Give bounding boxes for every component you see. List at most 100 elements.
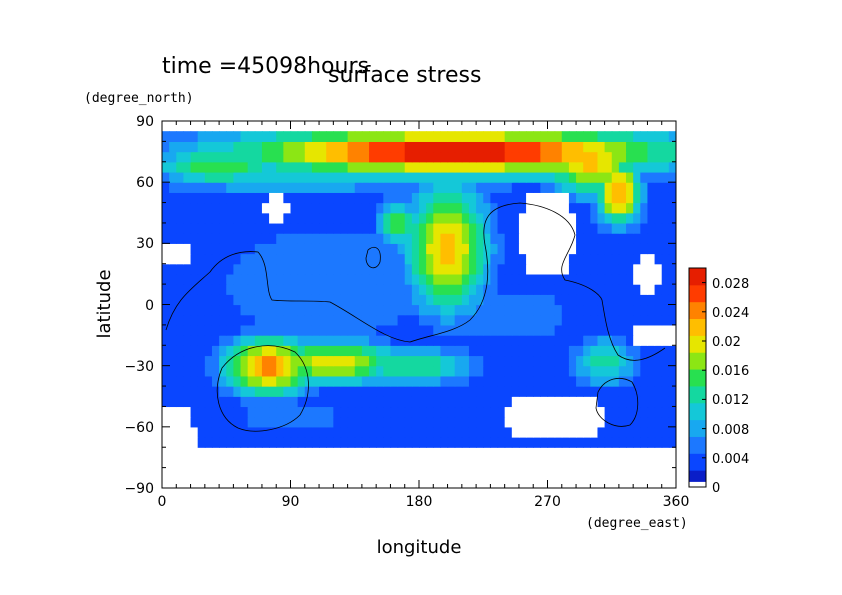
field-cell bbox=[404, 426, 413, 438]
field-cell bbox=[326, 294, 334, 306]
field-cell bbox=[162, 212, 170, 224]
field-cell bbox=[419, 284, 427, 295]
field-cell bbox=[540, 437, 549, 448]
field-cell bbox=[419, 131, 427, 142]
field-cell bbox=[311, 284, 320, 295]
field-cell bbox=[426, 212, 434, 224]
field-cell bbox=[561, 396, 570, 408]
field-cell bbox=[576, 447, 584, 459]
field-cell bbox=[526, 365, 534, 377]
field-cell bbox=[404, 222, 413, 234]
field-cell bbox=[454, 202, 463, 214]
field-cell bbox=[404, 345, 413, 357]
field-cell bbox=[590, 314, 599, 326]
field-cell bbox=[583, 263, 591, 275]
field-cell bbox=[633, 375, 641, 387]
field-cell bbox=[333, 263, 342, 275]
field-cell bbox=[204, 355, 213, 367]
field-cell bbox=[197, 416, 206, 428]
field-cell bbox=[618, 222, 627, 234]
field-cell bbox=[533, 161, 541, 173]
field-cell bbox=[319, 324, 327, 336]
field-cell bbox=[361, 335, 370, 346]
field-cell bbox=[183, 294, 192, 306]
field-cell bbox=[204, 284, 213, 295]
field-cell bbox=[440, 365, 449, 377]
field-cell bbox=[183, 233, 192, 244]
coastline-australia bbox=[595, 377, 639, 427]
field-cell bbox=[454, 233, 463, 244]
field-cell bbox=[647, 171, 656, 183]
field-cell bbox=[240, 304, 249, 316]
field-cell bbox=[283, 355, 292, 367]
field-cell bbox=[183, 477, 192, 488]
field-cell bbox=[611, 273, 620, 285]
field-cell bbox=[618, 314, 627, 326]
field-cell bbox=[554, 284, 563, 295]
field-cell bbox=[397, 233, 406, 244]
field-cell bbox=[561, 345, 570, 357]
field-cell bbox=[290, 294, 299, 306]
field-cell bbox=[476, 355, 484, 367]
field-cell bbox=[261, 396, 270, 408]
field-cell bbox=[176, 141, 185, 153]
field-cell bbox=[354, 457, 363, 469]
field-cell bbox=[219, 437, 227, 448]
field-cell bbox=[611, 212, 620, 224]
field-cell bbox=[219, 304, 227, 316]
field-cell bbox=[333, 375, 342, 387]
field-cell bbox=[511, 406, 520, 418]
field-cell bbox=[411, 294, 420, 306]
field-cell bbox=[204, 437, 213, 448]
field-cell bbox=[654, 273, 663, 285]
field-cell bbox=[354, 304, 363, 316]
field-cell bbox=[233, 416, 242, 428]
field-cell bbox=[283, 131, 292, 142]
field-cell bbox=[290, 314, 299, 326]
field-cell bbox=[183, 335, 192, 346]
field-cell bbox=[461, 141, 470, 153]
field-cell bbox=[633, 273, 641, 285]
field-cell bbox=[190, 345, 199, 357]
field-cell bbox=[240, 426, 249, 438]
field-cell bbox=[319, 345, 327, 357]
field-cell bbox=[226, 222, 234, 234]
field-cell bbox=[397, 202, 406, 214]
field-cell bbox=[283, 437, 292, 448]
field-cell bbox=[554, 171, 563, 183]
field-cell bbox=[354, 396, 363, 408]
field-cell bbox=[333, 192, 342, 204]
field-cell bbox=[576, 243, 584, 255]
field-cell bbox=[219, 212, 227, 224]
field-cell bbox=[526, 477, 534, 488]
field-cell bbox=[176, 406, 185, 418]
field-cell bbox=[347, 171, 356, 183]
field-cell bbox=[276, 416, 284, 428]
field-cell bbox=[590, 355, 599, 367]
field-cell bbox=[319, 396, 327, 408]
field-cell bbox=[176, 416, 185, 428]
field-cell bbox=[340, 335, 349, 346]
field-cell bbox=[554, 355, 563, 367]
colorbar: 0 0.004 0.008 0.012 0.016 0.02 0.024 0.0… bbox=[688, 267, 749, 496]
field-cell bbox=[297, 447, 306, 459]
field-cell bbox=[269, 171, 277, 183]
field-cell bbox=[576, 304, 584, 316]
field-cell bbox=[240, 314, 249, 326]
field-cell bbox=[297, 294, 306, 306]
field-cell bbox=[190, 467, 199, 479]
field-cell bbox=[490, 141, 499, 153]
field-cell bbox=[354, 467, 363, 479]
field-cell bbox=[547, 345, 556, 357]
field-cell bbox=[547, 151, 556, 163]
field-cell bbox=[647, 294, 656, 306]
field-cell bbox=[397, 284, 406, 295]
field-cell bbox=[447, 304, 456, 316]
field-cell bbox=[404, 263, 413, 275]
field-cell bbox=[597, 345, 606, 357]
field-cell bbox=[304, 447, 313, 459]
field-cell bbox=[361, 294, 370, 306]
field-cell bbox=[319, 253, 327, 265]
field-cell bbox=[361, 273, 370, 285]
field-cell bbox=[319, 294, 327, 306]
